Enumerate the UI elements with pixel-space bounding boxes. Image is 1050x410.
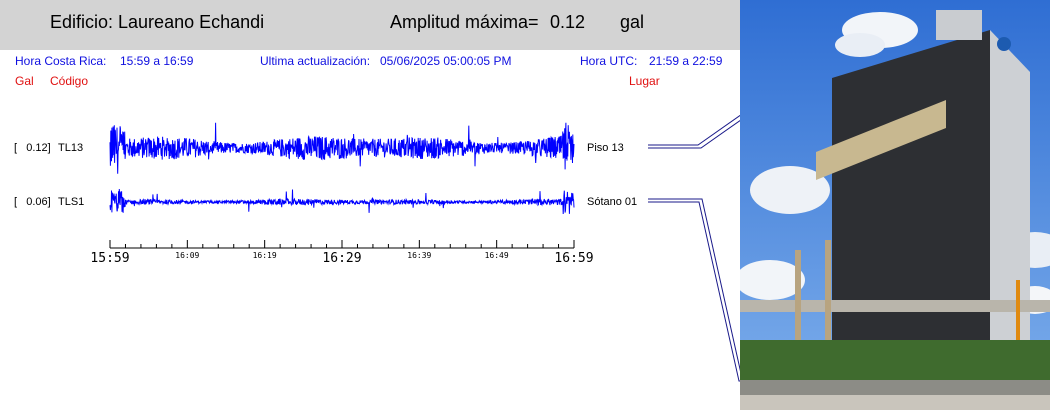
leader-line-piso13: [648, 114, 740, 146]
legend-code: Código: [50, 74, 89, 88]
axis-tick-label: 16:19: [253, 251, 277, 260]
time-axis: 15:59 16:29 16:59 16:09 16:19 16:39 16:49: [90, 240, 594, 266]
header-bar: Edificio: Laureano Echandi Amplitud máxi…: [0, 0, 740, 50]
cloud: [740, 260, 805, 300]
column: [825, 240, 831, 350]
cr-time-label: Hora Costa Rica:: [15, 54, 107, 68]
column: [795, 250, 801, 350]
channel-amplitude-tls1: [ 0.06]: [14, 196, 51, 208]
axis-tick-label: 16:49: [485, 251, 509, 260]
legend-place: Lugar: [629, 74, 660, 88]
leader-line-piso13: [648, 119, 740, 149]
building-east-face: [990, 30, 1030, 350]
utc-time-range: 21:59 a 22:59: [649, 54, 723, 68]
seismograph-chart: 15:59 16:29 16:59 16:09 16:19 16:39 16:49: [90, 114, 740, 382]
sidewalk: [740, 395, 1050, 410]
balcony-band: [816, 100, 946, 180]
legend-gal: Gal: [15, 74, 34, 88]
channel-amplitude-tl13: [ 0.12]: [14, 142, 51, 154]
axis-tick-label: 16:29: [322, 251, 361, 266]
leader-line-sotano01: [648, 198, 740, 372]
axis-tick-label: 16:09: [175, 251, 199, 260]
building-photo: [740, 0, 1050, 410]
building-title: Edificio: Laureano Echandi: [50, 12, 265, 32]
channel-place-tl13: Piso 13: [587, 142, 624, 154]
channel-code-tls1: TLS1: [58, 196, 85, 208]
leader-lines: [648, 114, 740, 382]
axis-tick-label: 16:39: [407, 251, 431, 260]
rooftop-structure: [936, 10, 982, 40]
cr-time-range: 15:59 a 16:59: [120, 54, 194, 68]
entrance-canopy: [740, 300, 1050, 312]
max-amplitude-label: Amplitud máxima=: [390, 12, 539, 32]
cloud: [835, 33, 885, 57]
max-amplitude-unit: gal: [620, 12, 645, 32]
last-update-label: Ultima actualización:: [260, 54, 371, 68]
building-west-face: [832, 30, 990, 350]
last-update-value: 05/06/2025 05:00:05 PM: [380, 54, 512, 68]
trees: [740, 340, 1050, 380]
leader-line-sotano01: [648, 201, 740, 382]
utc-time-label: Hora UTC:: [580, 54, 638, 68]
axis-tick-label: 16:59: [554, 251, 593, 266]
cloud: [750, 166, 830, 214]
trace-tls1: [109, 188, 575, 215]
channel-place-tls1: Sótano 01: [587, 196, 638, 208]
max-amplitude-value: 0.12: [550, 12, 586, 32]
trace-tl13: [109, 122, 575, 174]
channel-code-tl13: TL13: [58, 142, 84, 154]
axis-tick-label: 15:59: [90, 251, 129, 266]
building-logo: [997, 37, 1011, 51]
